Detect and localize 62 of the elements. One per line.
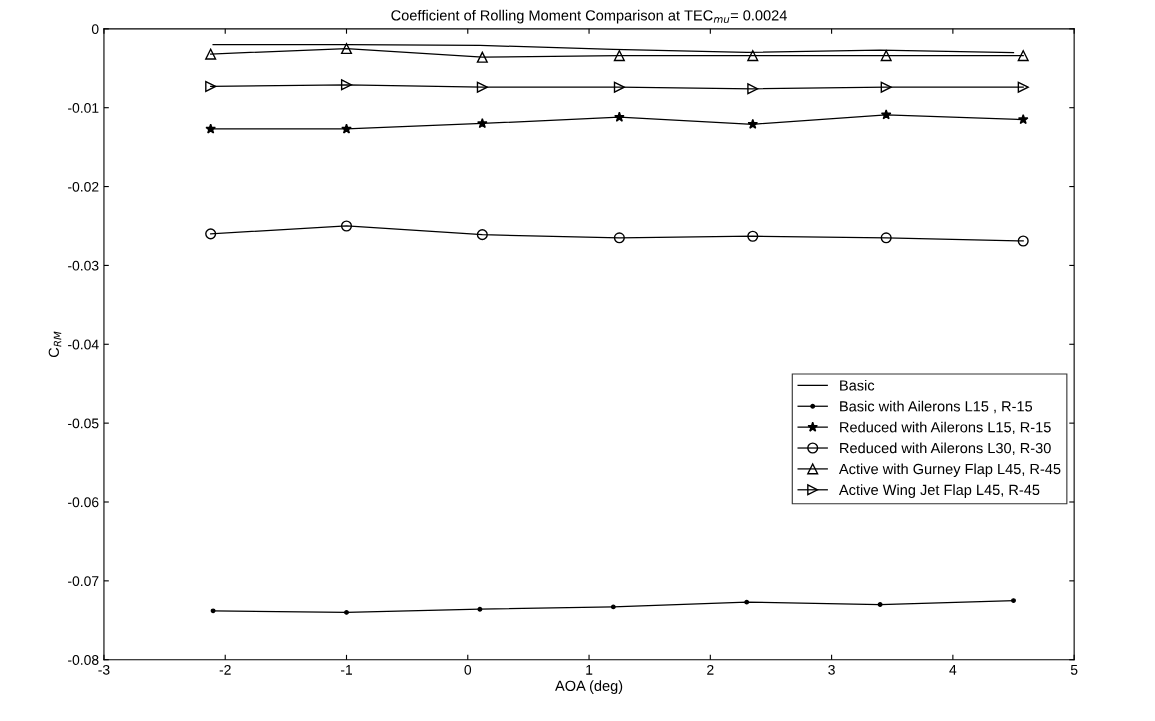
point xyxy=(880,50,892,62)
x-tick-label: 5 xyxy=(1070,665,1078,675)
x-axis-title: AOA (deg) xyxy=(555,680,623,694)
point xyxy=(1017,113,1029,125)
point xyxy=(613,81,625,93)
point xyxy=(614,111,625,122)
point xyxy=(1011,598,1016,604)
point xyxy=(205,48,217,60)
point xyxy=(340,42,353,55)
point xyxy=(340,79,353,91)
x-tick-label: 2 xyxy=(707,664,714,675)
x-tick-label: 1 xyxy=(586,665,593,675)
point xyxy=(476,229,488,241)
legend-label: Reduced with Ailerons L15, R-15 xyxy=(840,421,1051,435)
point xyxy=(477,606,483,612)
y-tick-label: -0.08 xyxy=(68,655,99,665)
legend-label: Basic with Ailerons L15 , R-15 xyxy=(840,400,1033,414)
point xyxy=(1017,81,1029,93)
point xyxy=(205,228,217,240)
point xyxy=(1017,50,1029,62)
point xyxy=(880,109,892,120)
point xyxy=(747,230,759,242)
legend-label: Active with Gurney Flap L45, R-45 xyxy=(838,463,1061,478)
x-tick-label: 4 xyxy=(949,665,957,675)
y-tick-label: -0.01 xyxy=(68,103,99,113)
x-tick-label: -2 xyxy=(219,664,231,675)
point xyxy=(744,599,750,605)
y-tick-label: 0 xyxy=(91,24,99,35)
point xyxy=(341,123,352,134)
y-tick-label: -0.05 xyxy=(68,418,99,429)
x-tick-label: -3 xyxy=(98,664,110,675)
y-tick-label: -0.06 xyxy=(68,497,99,508)
x-tick-label: 0 xyxy=(464,664,472,675)
point xyxy=(205,80,217,92)
legend-label: Basic xyxy=(840,379,875,391)
point xyxy=(747,83,759,95)
point xyxy=(210,608,216,614)
point xyxy=(340,220,353,232)
point xyxy=(613,50,625,62)
x-tick-label: 3 xyxy=(828,664,835,675)
point xyxy=(877,602,883,607)
point xyxy=(613,232,625,244)
point xyxy=(880,232,892,244)
point xyxy=(205,123,216,134)
legend-label: Active Wing Jet Flap L45, R-45 xyxy=(838,484,1040,498)
y-tick-label: -0.04 xyxy=(68,339,99,350)
y-tick-label: -0.03 xyxy=(68,260,99,271)
legend-label: Reduced with Ailerons L30, R-30 xyxy=(840,442,1051,455)
point xyxy=(476,51,488,63)
x-tick-label: -1 xyxy=(340,665,352,675)
y-axis-title: C$_{RM}$ xyxy=(48,331,62,358)
y-tick-label: -0.02 xyxy=(68,181,99,192)
point xyxy=(477,117,488,129)
point xyxy=(476,81,488,93)
point xyxy=(1017,235,1029,247)
point xyxy=(747,118,759,129)
point xyxy=(344,609,349,615)
point xyxy=(610,604,616,610)
chart-title: Coefficient of Rolling Moment Comparison at TEC$_{mu}$= 0.0024 xyxy=(391,9,787,24)
y-tick-label: -0.07 xyxy=(68,576,99,587)
point xyxy=(747,50,759,62)
point xyxy=(880,81,892,93)
